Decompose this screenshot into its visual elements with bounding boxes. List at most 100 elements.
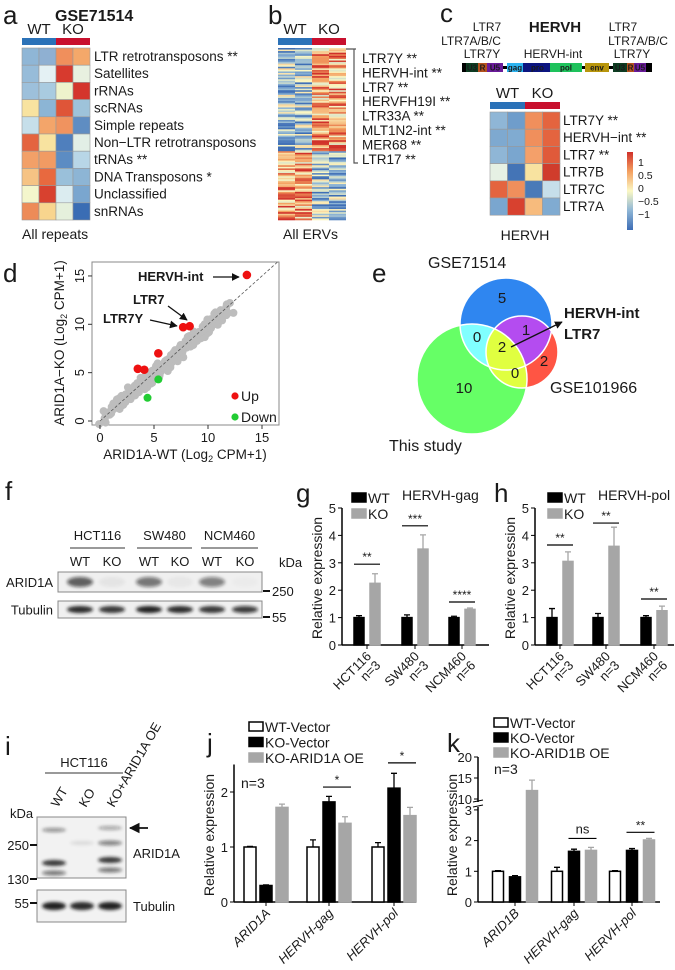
down-point [154,375,163,384]
y-tick-label: 15 [458,771,472,786]
heatmap-row-cell [278,135,295,138]
bar-ko-vector [567,850,581,903]
significance-label: * [400,749,405,763]
blot-row-label: ARID1A [133,846,180,861]
significance-label: ** [362,550,372,564]
heatmap-row-cell [278,185,295,188]
band [167,606,193,613]
heatmap-row-cell [278,213,295,216]
blot-row-label: Tubulin [11,603,53,618]
bar-wt-vector [306,846,320,903]
heatmap-row-cell [312,185,329,188]
heatmap-cell [542,197,561,216]
legend-down-label: Down [241,409,277,425]
cluster-bracket [346,48,358,164]
heatmap-row-cell [329,71,346,74]
category-name: HERVH-pol [343,905,402,964]
heatmap-row-cell [329,148,346,150]
heatmap-row-cell [278,207,295,210]
x-tick-label: HCT116n=3 [523,649,576,702]
segment-label: pol [560,64,572,73]
heatmap-row-cell [278,199,295,202]
legend-label: KO-Vector [510,730,575,746]
heatmap-row-cell [278,60,295,63]
heatmap-row-cell [312,202,329,205]
error-bar [263,884,269,886]
heatmap-row-cell [278,198,295,200]
y-tick-label: 0 [329,638,336,653]
heatmap-row-cell [312,134,329,136]
error-bar [404,614,410,618]
error-bar [326,795,332,802]
heatmap-row-cell [312,65,329,68]
venn-label-gse101966: GSE101966 [550,380,637,397]
up-point [154,349,163,358]
panel-label-h: h [494,478,508,508]
wt-group-bar [278,38,312,45]
up-point [242,270,252,280]
left-ltr-label: LTR7 [473,20,502,34]
segment-label: pro [531,64,544,73]
heatmap-row-cell [278,130,295,133]
heatmap-row-cell [312,68,329,71]
venn-count-all: 2 [498,339,506,356]
bar-ko-vector [508,876,522,903]
heatmap-row-cell [295,198,312,200]
panel-g-bar-chart: 012345HCT116n=3SW480n=3NCM460n=6********… [309,487,489,702]
band [42,902,66,910]
heatmap-row-cell [312,101,329,104]
y-axis-label: Relative expression [444,774,460,896]
heatmap-row-cell [329,166,346,169]
error-bar [375,841,381,847]
segment-gag [507,63,523,72]
heatmap-row-cell [329,77,346,80]
heatmap-row-cell [329,205,346,208]
heatmap-row-cell [278,140,295,143]
heatmap-row-cell [312,57,329,60]
heatmap-cell [542,180,561,199]
heatmap-row-cell [295,87,312,89]
heatmap-cell [489,128,508,147]
y-tick-label: 5 [522,501,529,516]
heatmap-row-cell [278,160,295,163]
heatmap-row-cell [329,165,346,168]
heatmap-row-cell [312,74,329,77]
heatmap-row-cell [329,82,346,85]
category-name: ARID1B [478,905,523,950]
y-tick-label: 3 [329,556,336,571]
heatmap-row-cell [312,163,329,166]
heatmap-row-cell [295,57,312,60]
axis-break [473,802,483,807]
ko-group-bar [312,38,346,45]
heatmap-row-cell [329,123,346,125]
plot-frame [91,261,280,426]
error-bar [554,866,560,872]
down-point [143,393,152,402]
heatmap-row-cell [329,107,346,110]
heatmap-row-cell [278,194,295,197]
x-tick-label: HCT116n=3 [330,649,383,702]
segment-u3 [613,63,627,72]
bar-wt-vector [550,870,564,903]
heatmap-row-cell [278,201,295,204]
heatmap-row-cell [312,115,329,118]
ko-group-label: KO [532,85,554,102]
heatmap-row-cell [312,77,329,80]
heatmap-row-cell [312,85,329,88]
bar-ko [464,608,476,646]
heatmap-row-cell [295,180,312,183]
heatmap-row-cell [312,55,329,58]
panel-label-j: j [206,728,213,758]
heatmap-row-cell [329,159,346,161]
segment-u3 [466,63,478,72]
heatmap-row-cell [295,137,312,139]
heatmap-row-cell [312,151,329,154]
heatmap-row-cell [329,110,346,113]
heatmap-row-cell [278,188,295,191]
heatmap-row-cell [278,65,295,68]
heatmap-cell [21,99,40,118]
heatmap-cell [507,146,526,164]
heatmap-row-cell [329,173,346,175]
heatmap-row-cell [329,79,346,82]
heatmap-row-cell [278,182,295,185]
